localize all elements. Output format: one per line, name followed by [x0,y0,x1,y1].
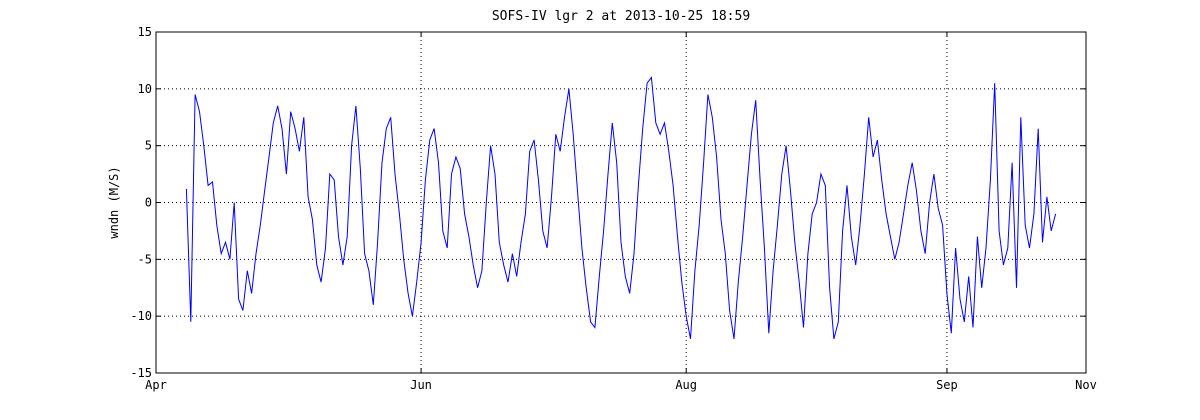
y-axis-label: wndn (M/S) [107,166,121,238]
y-tick-label: -5 [138,252,152,266]
y-tick-label: 15 [138,25,152,39]
x-tick-label: Apr [145,378,167,392]
y-tick-label: -15 [130,366,152,380]
x-tick-label: Nov [1075,378,1097,392]
y-tick-label: 10 [138,82,152,96]
chart-title: SOFS-IV lgr 2 at 2013-10-25 18:59 [492,9,750,24]
y-tick-label: 5 [145,139,152,153]
axis-ticks [155,31,1087,374]
y-tick-label: -10 [130,309,152,323]
x-tick-label: Sep [936,378,958,392]
x-tick-label: Jun [410,378,432,392]
series-line-wndn [185,76,1057,340]
grid [156,32,1086,373]
y-tick-label: 0 [145,196,152,210]
x-tick-label: Aug [675,378,697,392]
